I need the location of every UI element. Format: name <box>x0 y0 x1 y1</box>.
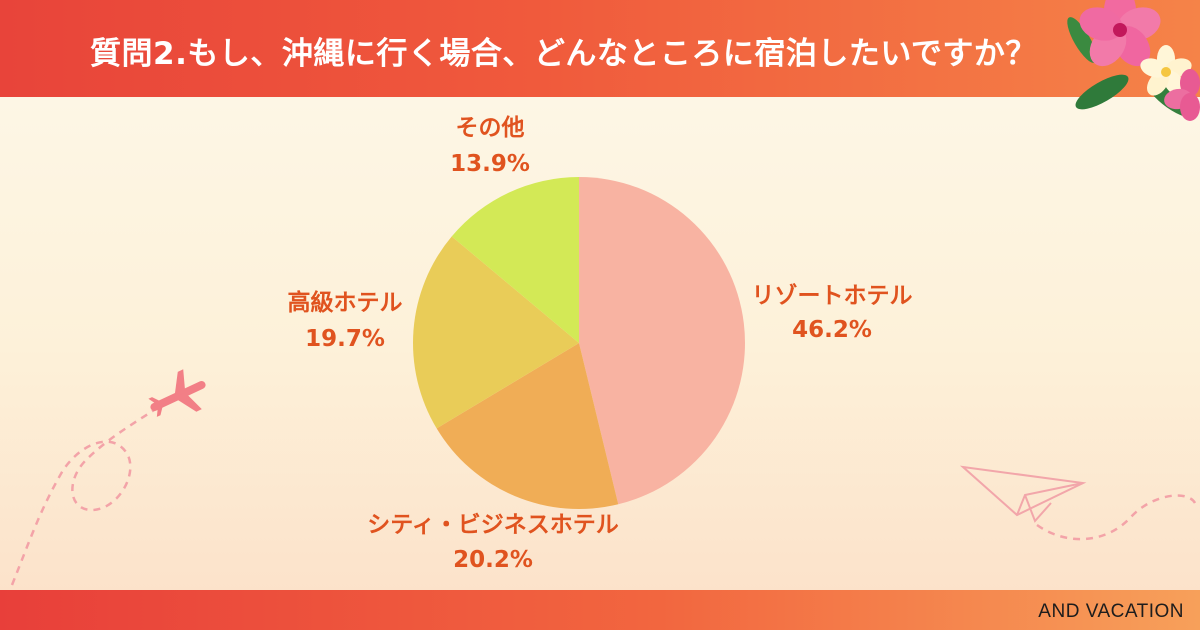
page-title: 質問2.もし、沖縄に行く場合、どんなところに宿泊したいですか？ <box>90 36 1037 72</box>
slice-value-label: 13.9% <box>450 151 530 177</box>
slice-label: リゾートホテル <box>752 282 913 309</box>
footer-banner <box>0 590 1200 630</box>
slice-value-label: 19.7% <box>305 326 385 352</box>
pie-slice <box>451 177 579 343</box>
pie-slice <box>579 177 745 505</box>
pie-slice <box>412 236 579 429</box>
airplane-icon <box>10 369 206 586</box>
slice-value-label: 46.2% <box>792 317 872 343</box>
slice-label: シティ・ビジネスホテル <box>367 512 619 538</box>
paper-plane-icon <box>959 465 1197 541</box>
pie-slice <box>436 343 619 509</box>
header-banner <box>0 0 1200 97</box>
slice-label: その他 <box>456 115 525 141</box>
brand-name: AND VACATION <box>1038 601 1184 622</box>
slice-label: 高級ホテル <box>288 289 403 316</box>
slice-value-label: 20.2% <box>453 547 533 573</box>
hibiscus-flower-icon <box>1067 0 1200 121</box>
